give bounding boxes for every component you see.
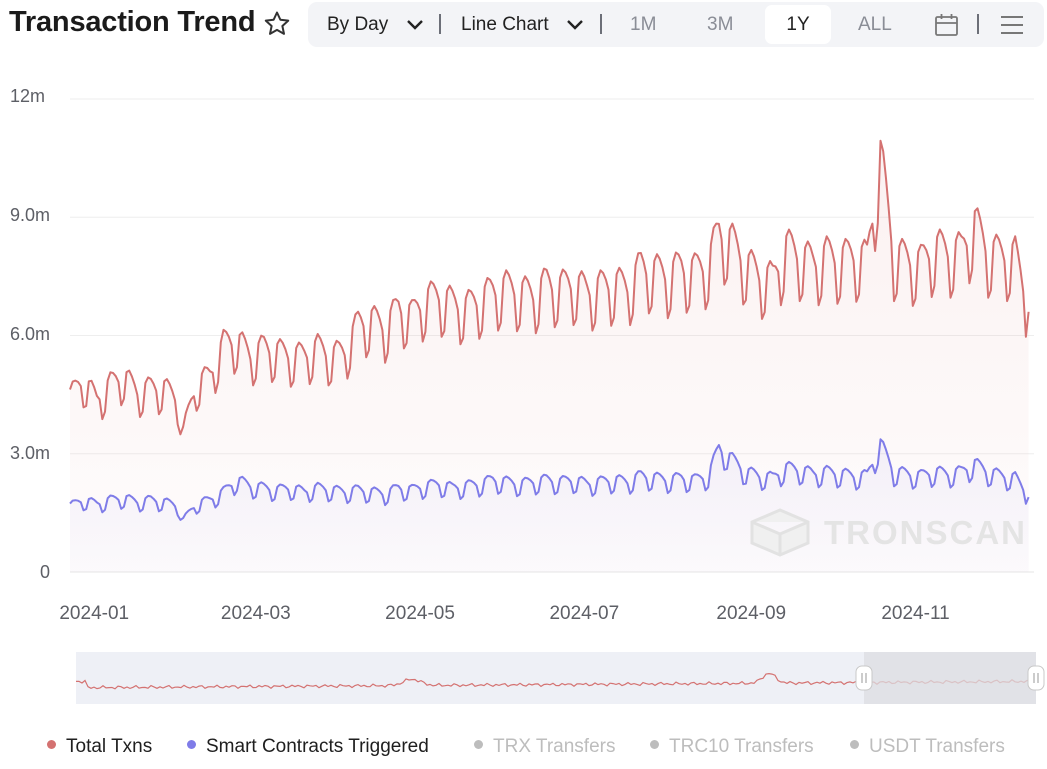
legend-dot bbox=[187, 740, 196, 750]
legend-label: Smart Contracts Triggered bbox=[206, 736, 429, 757]
zoom-handle-left[interactable] bbox=[855, 665, 873, 691]
range-all-button[interactable]: ALL bbox=[858, 14, 892, 35]
total-txns-line bbox=[69, 139, 1030, 436]
legend-label: TRX Transfers bbox=[493, 736, 616, 757]
by-day-label: By Day bbox=[327, 14, 389, 35]
legend-item-trx-transfers[interactable]: TRX Transfers bbox=[474, 736, 615, 758]
legend-item-trc10-transfers[interactable]: TRC10 Transfers bbox=[650, 736, 814, 758]
x-tick-label: 2024-01 bbox=[59, 603, 130, 624]
tronscan-watermark: TRONSCAN bbox=[750, 508, 1027, 557]
tronscan-logo-icon bbox=[750, 508, 810, 557]
y-tick-label: 6.0m bbox=[10, 324, 51, 344]
legend-dot bbox=[650, 740, 659, 750]
toolbar-divider bbox=[977, 14, 979, 34]
zoom-handle-right[interactable] bbox=[1027, 665, 1045, 691]
line-chart-label: Line Chart bbox=[461, 14, 549, 35]
legend-item-total-txns[interactable]: Total Txns bbox=[47, 736, 152, 758]
legend-dot bbox=[850, 740, 859, 750]
legend-dot bbox=[474, 740, 483, 750]
x-tick-label: 2024-05 bbox=[385, 603, 455, 624]
chart-toolbar: By Day Line Chart 1M 3M 1Y ALL bbox=[308, 2, 1044, 47]
smart-contracts-line bbox=[69, 438, 1030, 521]
x-tick-label: 2024-03 bbox=[220, 603, 291, 624]
hamburger-menu-icon[interactable] bbox=[1000, 14, 1024, 36]
star-outline-icon[interactable] bbox=[262, 9, 292, 39]
y-tick-label: 9.0m bbox=[10, 205, 51, 225]
legend-label: TRC10 Transfers bbox=[669, 736, 814, 757]
x-tick-label: 2024-07 bbox=[549, 603, 620, 624]
legend-item-usdt-transfers[interactable]: USDT Transfers bbox=[850, 736, 1005, 758]
zoom-slider-selection bbox=[864, 652, 1036, 704]
range-3m-button[interactable]: 3M bbox=[707, 14, 734, 35]
x-tick-label: 2024-09 bbox=[716, 603, 787, 624]
chevron-down-icon bbox=[567, 20, 583, 30]
legend-label: USDT Transfers bbox=[869, 736, 1005, 757]
y-tick-label: 3.0m bbox=[10, 443, 51, 463]
x-tick-label: 2024-11 bbox=[881, 603, 950, 624]
range-1y-button[interactable]: 1Y bbox=[765, 5, 831, 44]
toolbar-divider bbox=[439, 14, 441, 34]
legend-dot bbox=[47, 740, 56, 750]
calendar-icon[interactable] bbox=[934, 13, 960, 37]
legend-label: Total Txns bbox=[66, 736, 153, 757]
toolbar-divider bbox=[600, 14, 602, 34]
chevron-down-icon bbox=[406, 20, 423, 30]
y-tick-label: 0 bbox=[40, 562, 51, 582]
range-1m-button[interactable]: 1M bbox=[630, 14, 657, 35]
page-title: Transaction Trend bbox=[9, 6, 256, 38]
line-chart-dropdown[interactable]: Line Chart bbox=[461, 2, 584, 47]
by-day-dropdown[interactable]: By Day bbox=[327, 2, 424, 47]
legend-item-smart-contracts[interactable]: Smart Contracts Triggered bbox=[187, 736, 429, 758]
y-tick-label: 12m bbox=[10, 86, 46, 106]
watermark-text: TRONSCAN bbox=[824, 514, 1027, 551]
